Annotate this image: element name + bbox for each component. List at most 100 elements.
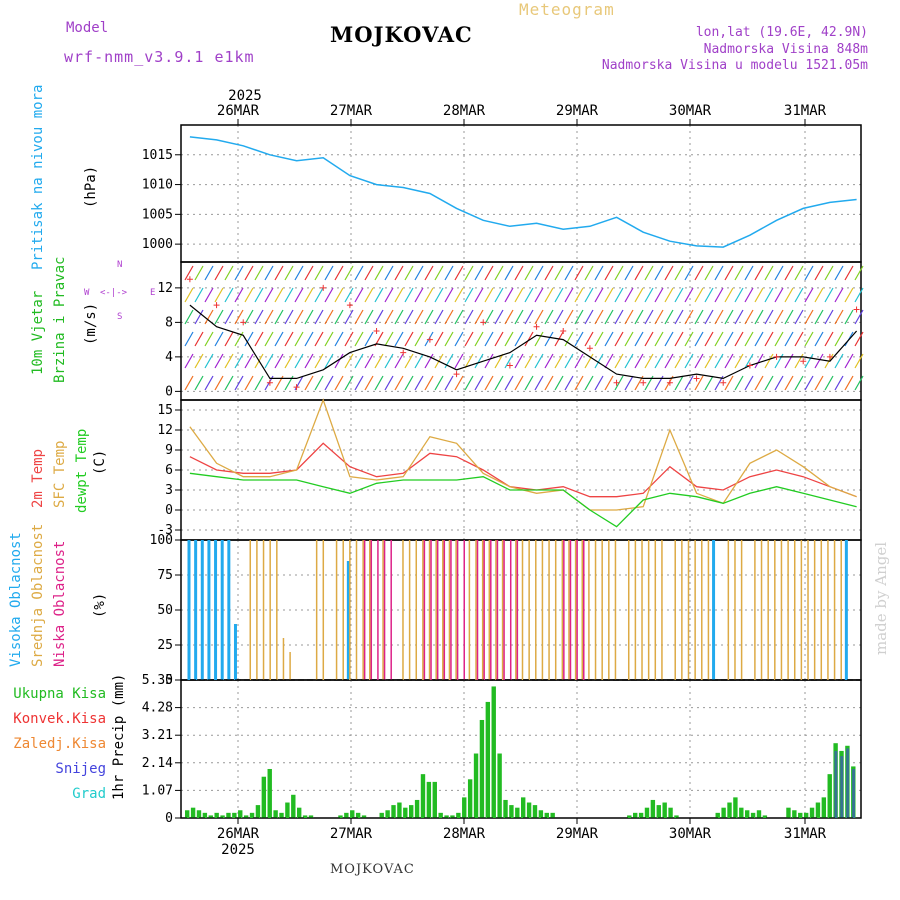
wind-gust-marker xyxy=(293,384,300,391)
wind-barb xyxy=(564,309,574,325)
precip-bar xyxy=(721,807,726,818)
wind-barb xyxy=(204,375,214,391)
wind-barb xyxy=(454,309,464,325)
date-label-top: 31MAR xyxy=(784,103,827,119)
wind-barb xyxy=(354,287,364,303)
wind-barb xyxy=(414,353,424,369)
wind-barb xyxy=(464,353,474,369)
wind-barb xyxy=(234,265,244,281)
wind-barb xyxy=(474,375,484,391)
wind-barb xyxy=(254,287,264,303)
wind-barb xyxy=(624,287,634,303)
y-tick-label: 25 xyxy=(157,638,173,653)
wind-barb xyxy=(284,287,294,303)
wind-barb xyxy=(294,265,304,281)
wind-barb xyxy=(524,265,534,281)
wind-barb xyxy=(564,287,574,303)
wind-barb xyxy=(704,375,714,391)
precip-bar xyxy=(827,774,832,818)
wind-barb xyxy=(594,331,604,347)
wind-barb xyxy=(744,331,754,347)
page-title: MOJKOVAC xyxy=(330,22,473,47)
wind-barb xyxy=(714,309,724,325)
wind-barb xyxy=(204,265,214,281)
wind-barb xyxy=(424,265,434,281)
wind-barb xyxy=(644,287,654,303)
wind-barb xyxy=(234,353,244,369)
wind-barb xyxy=(254,265,264,281)
wind-barb xyxy=(404,331,414,347)
precip-bar xyxy=(633,812,638,818)
wind-barb xyxy=(774,265,784,281)
precip-bar xyxy=(255,805,261,818)
wind-barb xyxy=(504,353,514,369)
precip-bar xyxy=(385,810,390,818)
wind-barb xyxy=(344,265,354,281)
wind-gust-marker xyxy=(480,319,487,326)
wind-barb xyxy=(404,353,414,369)
wind-barb xyxy=(224,309,234,325)
wind-barb xyxy=(314,287,324,303)
wind-barb xyxy=(464,309,474,325)
wind-barb xyxy=(244,265,254,281)
wind-barb xyxy=(834,309,844,325)
wind-gust-marker xyxy=(426,336,433,343)
elevation-label: Nadmorska Visina 848m xyxy=(703,42,868,57)
wind-barb xyxy=(194,309,204,325)
snow-bar xyxy=(840,756,844,818)
wind-barb xyxy=(674,353,684,369)
precip-bar xyxy=(379,812,384,818)
wind-barb xyxy=(604,375,614,391)
precip-bar xyxy=(190,807,196,818)
wind-barb xyxy=(474,265,484,281)
wind-barb xyxy=(544,265,554,281)
wind-barb xyxy=(394,287,404,303)
wind-barb xyxy=(464,287,474,303)
wind-barb xyxy=(814,287,824,303)
wind-barb xyxy=(264,331,274,347)
wind-barb xyxy=(304,375,314,391)
wind-barb xyxy=(594,265,604,281)
wind-barb xyxy=(244,309,254,325)
wind-barb xyxy=(574,331,584,347)
wind-barb xyxy=(614,265,624,281)
wind-barb xyxy=(644,309,654,325)
compass-arrows: <-|-> xyxy=(100,288,128,298)
wind-barb xyxy=(674,265,684,281)
wind-gust-marker xyxy=(506,362,513,369)
wind-barb xyxy=(764,375,774,391)
wind-barb xyxy=(534,287,544,303)
wind-barb xyxy=(824,375,834,391)
y-tick-label: 3.21 xyxy=(142,728,173,743)
wind-barb xyxy=(204,287,214,303)
wind-barb xyxy=(304,353,314,369)
precip-bar xyxy=(467,779,473,818)
wind-barb xyxy=(854,309,864,325)
wind-barb xyxy=(524,375,534,391)
model-label: Model xyxy=(66,20,109,36)
wind-barb xyxy=(524,309,534,325)
wind-barb xyxy=(474,309,484,325)
temp-line-3 xyxy=(189,472,857,528)
wind-barb xyxy=(484,353,494,369)
wind-barb xyxy=(314,375,324,391)
y-tick-label: 8 xyxy=(165,315,173,330)
wind-barb xyxy=(784,309,794,325)
wind-barb xyxy=(804,309,814,325)
wind-barb xyxy=(184,353,194,369)
wind-barb xyxy=(494,265,504,281)
wind-barb xyxy=(654,287,664,303)
wind-barb xyxy=(404,265,414,281)
precip-bar xyxy=(338,815,343,818)
wind-barb xyxy=(354,265,364,281)
wind-barb xyxy=(364,265,374,281)
wind-barb xyxy=(344,287,354,303)
panel-frame xyxy=(180,124,862,263)
wind-gust-marker xyxy=(720,379,727,386)
year-label-top: 2025 xyxy=(228,88,262,104)
wind-barb xyxy=(834,353,844,369)
wind-barb xyxy=(234,287,244,303)
wind-barb xyxy=(794,309,804,325)
wind-barb xyxy=(744,353,754,369)
year-label-bottom: 2025 xyxy=(221,842,255,858)
